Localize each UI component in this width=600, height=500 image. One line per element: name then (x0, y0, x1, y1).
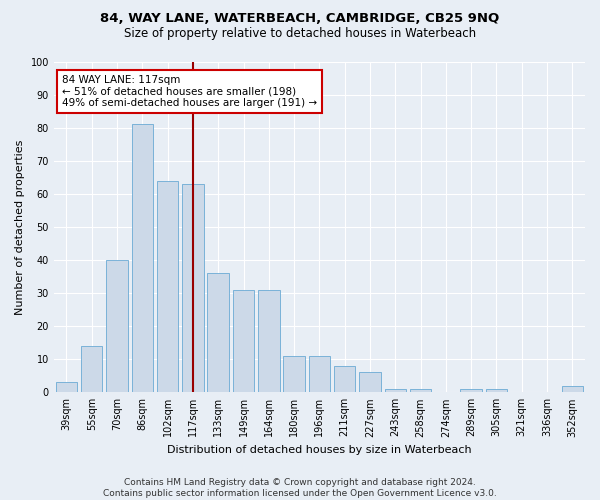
Bar (410, 389, 431, 392)
Bar (208, 273, 229, 392)
Text: Contains HM Land Registry data © Crown copyright and database right 2024.
Contai: Contains HM Land Registry data © Crown c… (103, 478, 497, 498)
Y-axis label: Number of detached properties: Number of detached properties (15, 139, 25, 314)
Bar (182, 184, 203, 392)
Bar (131, 124, 153, 392)
Bar (334, 366, 355, 392)
X-axis label: Distribution of detached houses by size in Waterbeach: Distribution of detached houses by size … (167, 445, 472, 455)
Bar (385, 389, 406, 392)
Bar (359, 372, 381, 392)
Bar (258, 290, 280, 392)
Bar (283, 356, 305, 393)
Text: Size of property relative to detached houses in Waterbeach: Size of property relative to detached ho… (124, 28, 476, 40)
Bar (460, 389, 482, 392)
Bar (106, 260, 128, 392)
Bar (308, 356, 330, 393)
Bar (233, 290, 254, 392)
Bar (562, 386, 583, 392)
Bar (81, 346, 103, 393)
Bar (157, 180, 178, 392)
Text: 84 WAY LANE: 117sqm
← 51% of detached houses are smaller (198)
49% of semi-detac: 84 WAY LANE: 117sqm ← 51% of detached ho… (62, 74, 317, 108)
Text: 84, WAY LANE, WATERBEACH, CAMBRIDGE, CB25 9NQ: 84, WAY LANE, WATERBEACH, CAMBRIDGE, CB2… (100, 12, 500, 26)
Bar (56, 382, 77, 392)
Bar (486, 389, 507, 392)
